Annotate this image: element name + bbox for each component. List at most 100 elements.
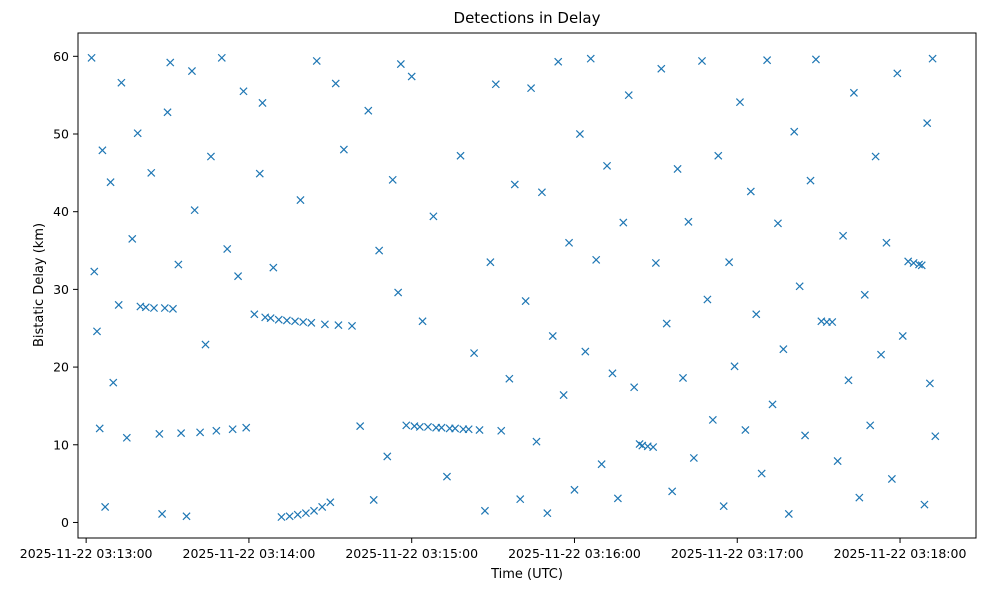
data-point-30 [206,152,215,161]
data-point-90 [491,80,500,89]
data-point-147 [801,431,810,440]
data-point-115 [630,383,639,392]
data-point-62 [347,321,357,330]
data-point-113 [619,218,628,227]
data-point-35 [234,272,243,281]
data-point-91 [497,426,506,435]
data-point-157 [855,493,864,502]
data-point-49 [293,510,302,519]
data-point-18 [158,509,167,518]
data-point-10 [122,433,131,442]
data-point-92 [505,374,514,383]
data-point-61 [339,145,348,154]
data-point-72 [407,72,416,81]
data-point-28 [196,428,205,437]
data-point-103 [565,238,574,247]
data-point-170 [920,500,929,509]
data-point-166 [904,257,913,266]
data-point-107 [586,54,595,63]
data-point-74 [415,422,424,431]
data-point-7 [109,378,118,387]
data-point-169 [917,261,926,270]
data-point-1 [90,267,99,276]
data-point-57 [320,320,329,329]
data-point-105 [575,129,584,139]
data-point-136 [741,425,750,435]
data-point-156 [849,88,858,97]
data-point-124 [673,164,682,173]
data-point-46 [282,316,291,325]
data-point-54 [310,506,319,515]
data-point-128 [697,56,707,65]
data-point-53 [307,318,316,327]
data-point-37 [242,423,251,432]
y-tick-label-0: 0 [61,515,69,530]
data-point-66 [375,246,384,255]
data-point-121 [657,64,666,73]
data-point-165 [898,331,907,341]
data-point-71 [402,421,411,430]
data-point-6 [106,178,115,187]
data-point-131 [714,151,723,160]
data-point-87 [475,425,484,435]
data-point-76 [423,422,433,431]
data-point-22 [168,304,177,313]
data-point-108 [592,255,601,264]
data-point-23 [174,260,183,269]
data-point-148 [806,176,815,185]
x-tick-label-4: 2025-11-22 03:17:00 [671,546,804,561]
data-point-50 [296,196,305,205]
data-point-24 [177,429,186,438]
data-point-132 [719,502,728,511]
x-tick-label-5: 2025-11-22 03:18:00 [834,546,967,561]
data-point-102 [559,391,568,400]
data-point-160 [871,152,880,161]
data-point-8 [114,300,123,309]
data-point-100 [548,331,557,341]
data-point-3 [95,424,104,433]
data-point-127 [689,453,698,463]
data-point-163 [887,474,896,483]
data-point-63 [356,422,365,431]
data-point-47 [285,512,294,521]
data-point-38 [250,310,259,319]
data-point-9 [117,78,126,87]
data-point-48 [291,317,300,326]
x-axis-label: Time (UTC) [490,567,563,582]
y-axis-label: Bistatic Delay (km) [32,223,47,347]
y-tick-label-4: 40 [53,204,69,219]
data-point-29 [201,340,210,349]
data-point-85 [464,425,473,434]
data-point-112 [613,494,622,503]
y-tick-label-1: 10 [53,437,69,452]
data-point-143 [779,345,788,354]
data-point-65 [369,495,378,504]
data-point-19 [160,304,169,313]
data-point-126 [684,217,693,226]
data-point-154 [839,231,848,240]
data-point-64 [364,106,373,115]
data-point-67 [383,452,392,461]
data-point-93 [510,180,519,189]
data-point-152 [828,317,837,327]
x-tick-label-2: 2025-11-22 03:15:00 [345,546,478,561]
y-tick-label-3: 30 [53,282,69,297]
data-point-44 [274,315,283,324]
x-tick-label-1: 2025-11-22 03:14:00 [183,546,316,561]
data-point-134 [730,362,739,371]
data-point-56 [318,502,327,511]
data-point-40 [258,98,267,107]
data-point-82 [451,424,460,433]
data-point-31 [212,426,221,435]
data-point-120 [651,258,660,267]
data-point-69 [394,288,403,297]
data-point-16 [149,304,158,313]
data-point-14 [141,303,150,312]
data-point-173 [928,54,937,63]
data-point-109 [597,460,606,469]
data-point-4 [98,146,107,155]
data-point-106 [581,347,590,356]
data-point-15 [147,168,156,177]
y-tick-label-6: 60 [53,49,69,64]
